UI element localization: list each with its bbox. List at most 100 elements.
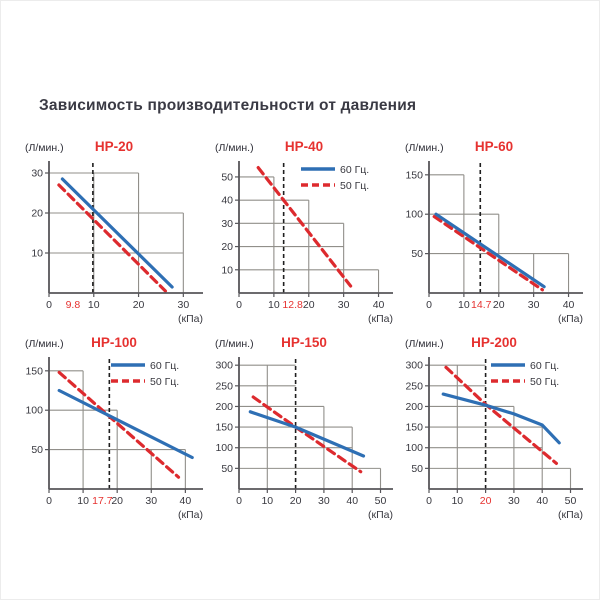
svg-text:0: 0	[236, 495, 242, 507]
svg-text:30: 30	[31, 168, 43, 180]
legend: 60 Гц. 50 Гц.	[301, 164, 369, 192]
svg-text:10: 10	[458, 299, 470, 311]
svg-text:20: 20	[493, 299, 505, 311]
y-axis-unit-label: (Л/мин.)	[215, 142, 254, 154]
svg-text:30: 30	[145, 495, 157, 507]
y-tick-labels: 10 20 30 40 50	[221, 171, 233, 276]
chart-canvas-hp-20: 0 9.8 10 20 30 10 20 30 (кПа)	[31, 161, 203, 325]
svg-text:0: 0	[46, 299, 52, 311]
y-tick-labels: 50 100 150	[25, 365, 43, 456]
y-axis-unit-label: (Л/мин.)	[405, 338, 444, 350]
svg-text:40: 40	[346, 495, 358, 507]
series-60hz-line	[434, 212, 546, 289]
y-tick-labels: 10 20 30	[31, 168, 43, 260]
y-tick-labels: 50 100 150 200 250 300	[405, 360, 423, 475]
svg-text:20: 20	[480, 495, 492, 507]
page-title: Зависимость производительности от давлен…	[39, 97, 417, 114]
axes	[428, 357, 583, 490]
chart-hp-40: (Л/мин.) HP-40 0 10 12.8 20 30 40 10 20 30 40 50 (кПа…	[209, 139, 399, 335]
x-tick-labels: 0 10 17.720 30 40	[46, 495, 191, 507]
svg-text:30: 30	[318, 495, 330, 507]
svg-text:30: 30	[338, 299, 350, 311]
chart-header: (Л/мин.) HP-100	[19, 335, 209, 353]
x-axis-unit-label: (кПа)	[558, 313, 583, 325]
chart-header: (Л/мин.) HP-150	[209, 335, 399, 353]
series-60hz-line	[441, 392, 561, 445]
legend-60hz-label: 60 Гц.	[340, 164, 369, 176]
grid-lines	[429, 174, 570, 293]
y-axis-unit-label: (Л/мин.)	[215, 338, 254, 350]
legend-60hz-label: 60 Гц.	[150, 360, 179, 372]
svg-text:100: 100	[405, 442, 423, 454]
svg-text:10: 10	[77, 495, 89, 507]
svg-text:10: 10	[261, 495, 273, 507]
svg-text:40: 40	[373, 299, 385, 311]
svg-text:30: 30	[177, 299, 189, 311]
axes	[428, 161, 583, 294]
svg-text:20: 20	[133, 299, 145, 311]
chart-title: HP-200	[471, 335, 517, 350]
chart-canvas-hp-60: 0 10 14.7 20 30 40 50 100 150 (кПа)	[405, 161, 583, 325]
chart-header: (Л/мин.) HP-40	[209, 139, 399, 157]
svg-text:20: 20	[111, 495, 123, 507]
svg-text:0: 0	[426, 299, 432, 311]
legend-50hz-label: 50 Гц.	[150, 376, 179, 388]
grid-lines	[49, 172, 184, 293]
chart-hp-20: (Л/мин.) HP-20 0 9.8 10 20 30 10 20 30 (кПа)	[19, 139, 209, 335]
svg-text:300: 300	[405, 360, 423, 372]
svg-text:40: 40	[563, 299, 575, 311]
y-tick-labels: 50 100 150 200 250 300	[215, 360, 233, 475]
x-tick-labels: 0 10 14.7 20 30 40	[426, 299, 574, 311]
x-axis-unit-label: (кПа)	[178, 313, 203, 325]
y-tick-labels: 50 100 150	[405, 169, 423, 260]
svg-text:50: 50	[31, 444, 43, 456]
tick-marks	[45, 370, 186, 493]
svg-text:150: 150	[25, 365, 43, 377]
y-axis-unit-label: (Л/мин.)	[25, 338, 64, 350]
grid-lines	[49, 370, 186, 489]
svg-text:14.7: 14.7	[471, 299, 492, 311]
svg-text:9.8: 9.8	[66, 299, 81, 311]
svg-text:40: 40	[180, 495, 192, 507]
svg-text:200: 200	[405, 401, 423, 413]
series-60hz-line	[60, 177, 174, 289]
x-tick-labels: 0 9.8 10 20 30	[46, 299, 189, 311]
series-50hz-line	[432, 214, 544, 292]
svg-text:50: 50	[565, 495, 577, 507]
svg-text:30: 30	[528, 299, 540, 311]
chart-title: HP-40	[284, 139, 324, 154]
chart-title: HP-100	[91, 335, 137, 350]
svg-text:250: 250	[405, 380, 423, 392]
svg-text:0: 0	[426, 495, 432, 507]
axes	[48, 161, 203, 294]
svg-text:17.7: 17.7	[92, 495, 113, 507]
y-axis-unit-label: (Л/мин.)	[25, 142, 64, 154]
chart-title: HP-60	[474, 139, 514, 154]
svg-text:30: 30	[221, 218, 233, 230]
legend-60hz-label: 60 Гц.	[530, 360, 559, 372]
svg-text:100: 100	[405, 209, 423, 221]
tick-marks	[235, 364, 382, 493]
chart-hp-200: (Л/мин.) HP-200 0 10 20 30 40 50 50 100 150 200 250 3…	[399, 335, 589, 531]
chart-header: (Л/мин.) HP-60	[399, 139, 589, 157]
axes	[238, 357, 393, 490]
svg-text:300: 300	[215, 360, 233, 372]
x-tick-labels: 0 10 20 30 40 50	[426, 495, 576, 507]
x-tick-labels: 0 10 12.8 20 30 40	[236, 299, 384, 311]
grid-lines	[429, 364, 572, 489]
svg-text:10: 10	[268, 299, 280, 311]
tick-marks	[45, 172, 184, 297]
svg-text:40: 40	[536, 495, 548, 507]
chart-title: HP-20	[94, 139, 134, 154]
tick-marks	[425, 364, 572, 493]
svg-text:30: 30	[508, 495, 520, 507]
y-axis-unit-label: (Л/мин.)	[405, 142, 444, 154]
chart-canvas-hp-100: 0 10 17.720 30 40 50 100 150 (кПа) 60 Гц. 50 Гц.	[25, 357, 203, 521]
svg-text:150: 150	[215, 422, 233, 434]
svg-text:20: 20	[221, 241, 233, 253]
charts-grid: (Л/мин.) HP-20 0 9.8 10 20 30 10 20 30 (кПа) (Л/мин…	[19, 139, 591, 531]
legend: 60 Гц. 50 Гц.	[491, 360, 559, 388]
tick-marks	[235, 176, 380, 297]
